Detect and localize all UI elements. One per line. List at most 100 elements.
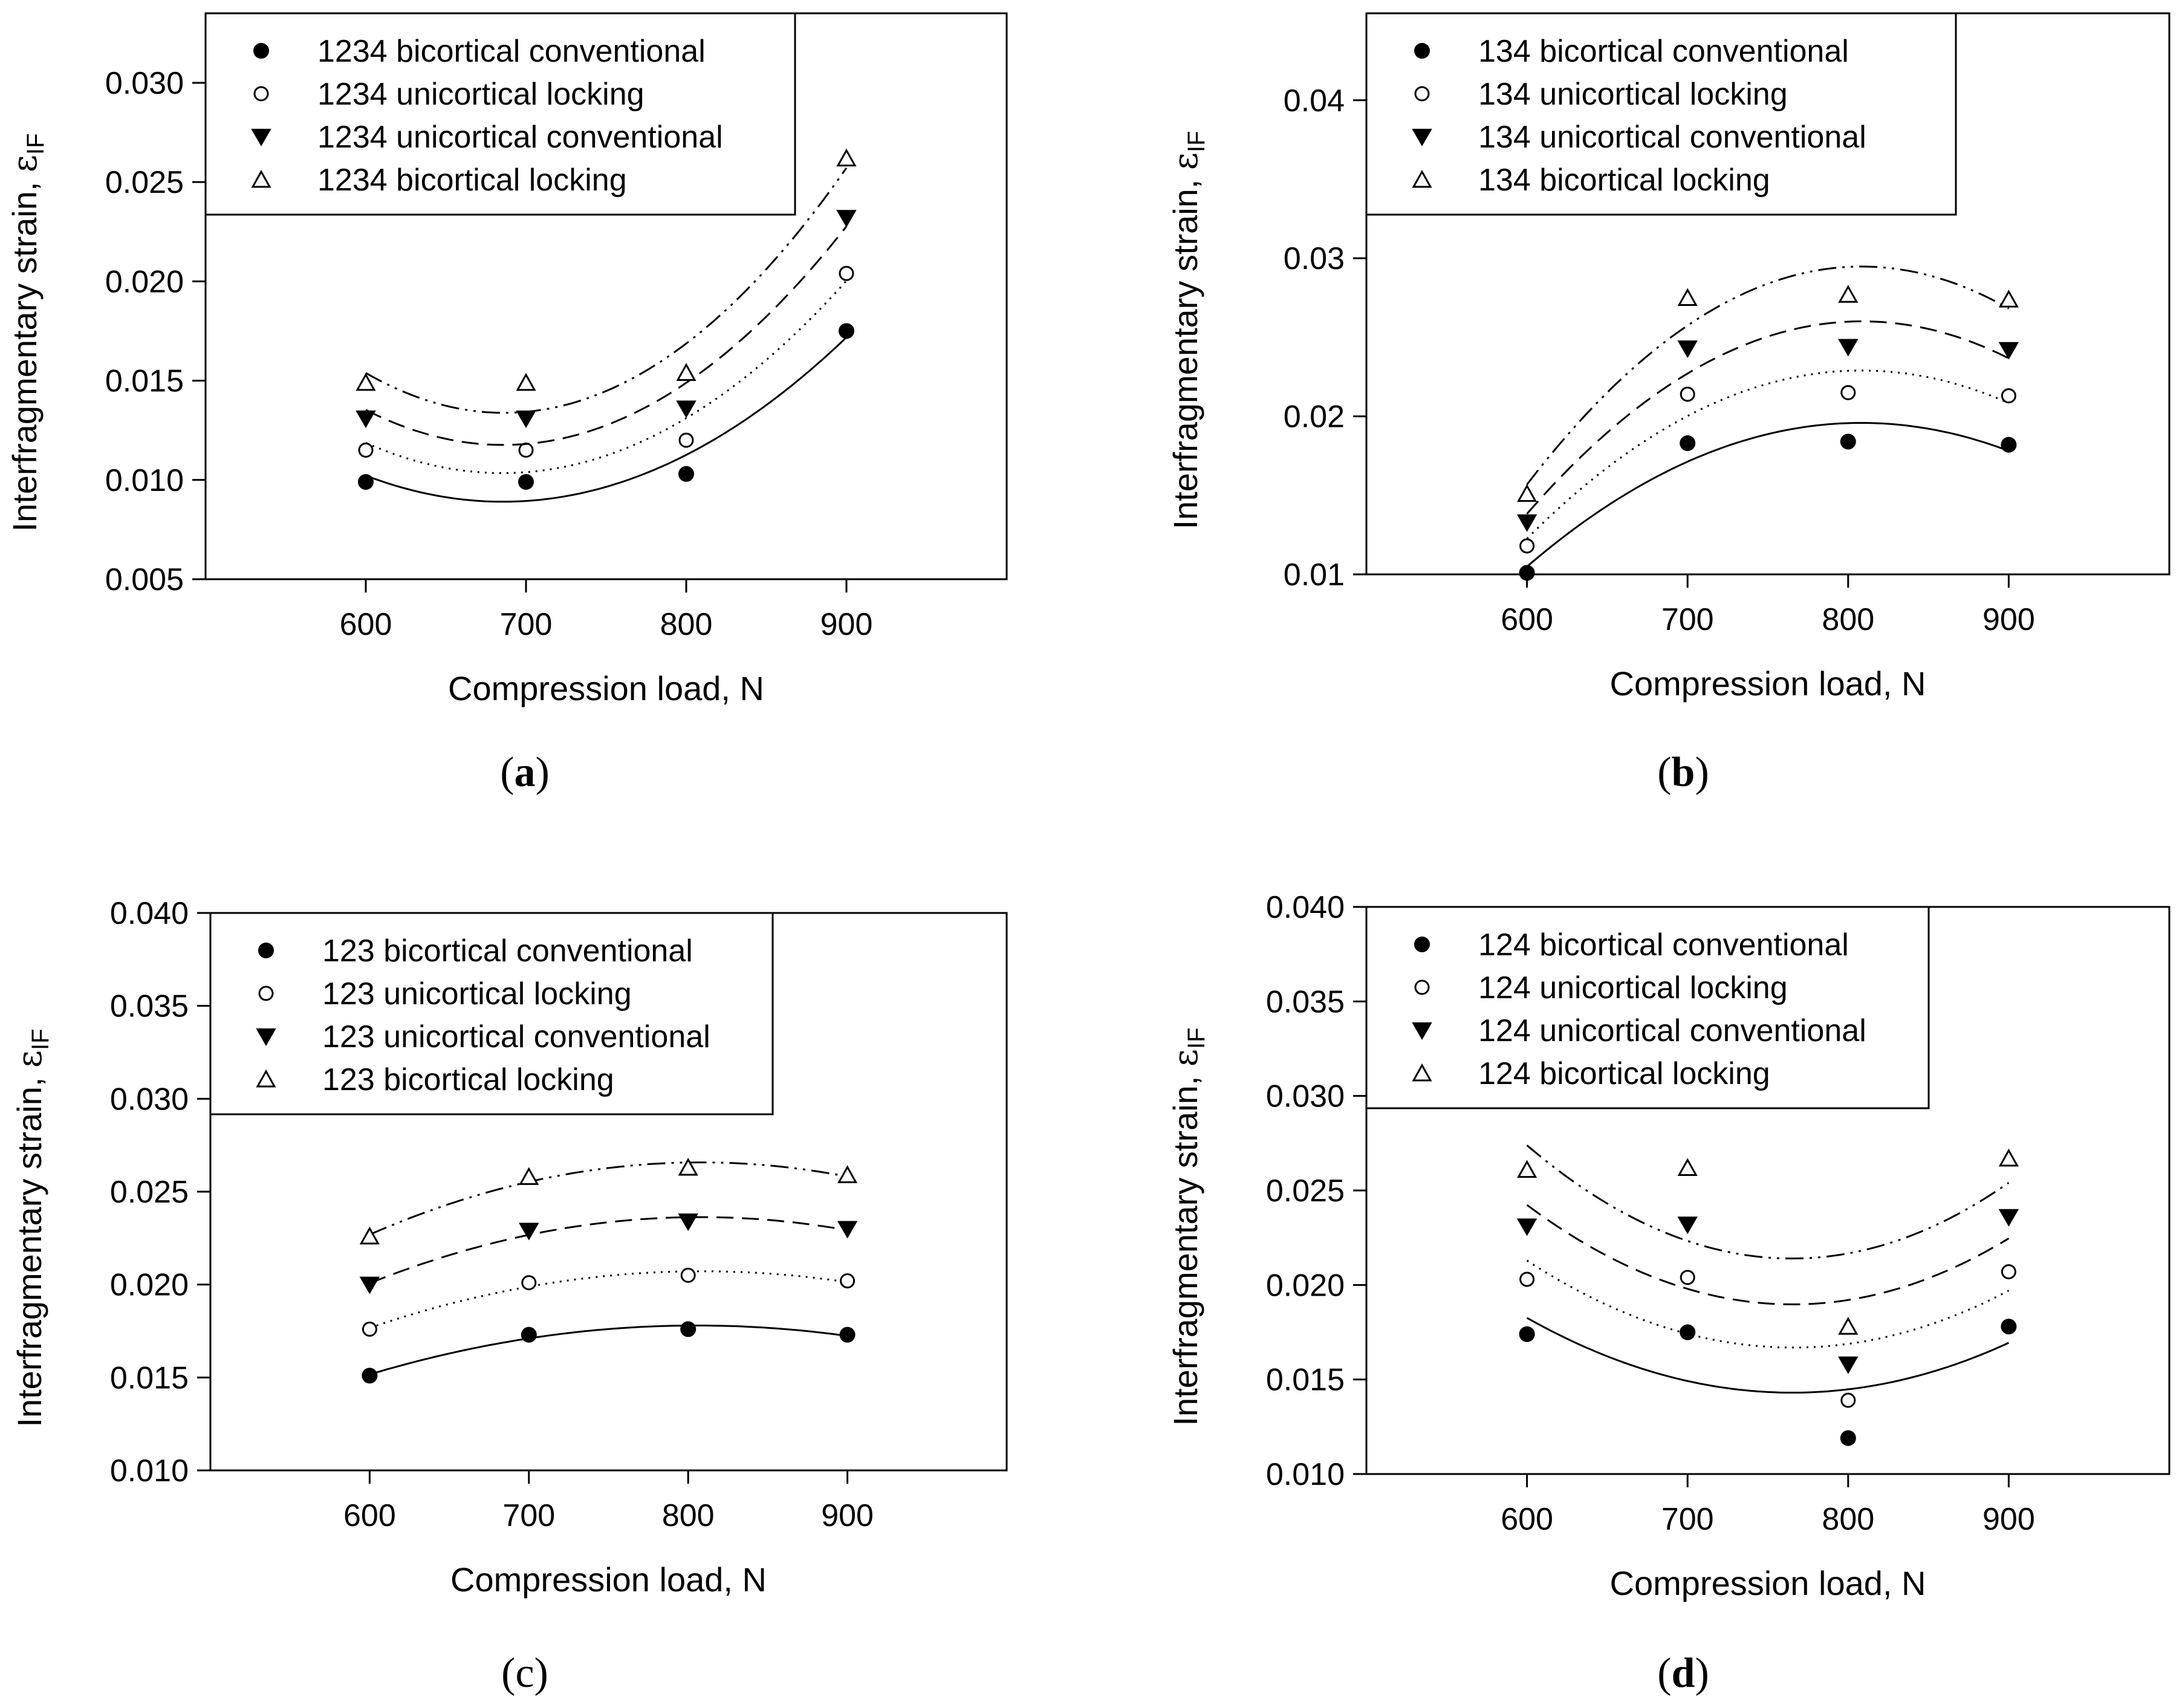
data-point-series-1: [362, 1368, 378, 1384]
legend-label: 134 unicortical conventional: [1478, 120, 1866, 155]
data-point-series-3: [1677, 340, 1698, 359]
legend-label: 1234 bicortical locking: [317, 163, 627, 198]
y-tick-label: 0.005: [105, 562, 184, 597]
data-point-series-1: [1519, 565, 1535, 581]
y-tick-label: 0.020: [110, 1268, 189, 1303]
x-tick-label: 800: [1822, 602, 1874, 637]
panel-label: (c): [501, 1650, 548, 1697]
panel-a: 0.005 0.010 0.015 0.020 0.025 0.030 600 700 800 9…: [5, 12, 1008, 796]
x-tick-label: 600: [1501, 602, 1553, 637]
legend: 123 bicortical conventional 123 unicortic…: [209, 912, 774, 1115]
data-point-series-2: [1680, 1270, 1695, 1285]
data-point-series-4: [836, 148, 857, 167]
data-point-series-3: [356, 410, 376, 428]
y-tick-label: 0.020: [1266, 1268, 1345, 1303]
legend-marker: [253, 43, 269, 59]
data-point-series-3: [836, 210, 857, 228]
legend-label: 134 bicortical conventional: [1478, 34, 1849, 69]
x-tick-label: 900: [1982, 602, 2035, 637]
legend-marker: [1412, 1063, 1432, 1082]
data-point-series-2: [678, 432, 694, 448]
legend-box: [204, 12, 796, 216]
y-tick-label: 0.01: [1284, 557, 1345, 593]
x-tick-label: 700: [500, 607, 553, 642]
legend: 1234 bicortical conventional 1234 unicort…: [204, 12, 796, 216]
data-point-series-3: [519, 1223, 539, 1241]
data-point-series-3: [1516, 1218, 1537, 1236]
legend-marker: [253, 86, 269, 102]
data-point-series-2: [840, 1273, 856, 1289]
panel-b: 0.01 0.02 0.03 0.04 600 700 800 900 Compression …: [1166, 12, 2171, 796]
data-point-series-1: [1519, 1326, 1535, 1342]
x-axis-title: Compression load, N: [448, 669, 764, 707]
trend-line-series-2: [1526, 369, 2009, 539]
trend-line-series-1: [365, 336, 848, 503]
legend-label: 134 bicortical locking: [1478, 163, 1770, 198]
panel-c: 0.010 0.015 0.020 0.025 0.030 0.035 0.040 600 70…: [10, 896, 1008, 1697]
y-tick-label: 0.035: [110, 989, 189, 1024]
y-tick-label: 0.030: [110, 1082, 189, 1117]
y-tick-label: 0.025: [1266, 1174, 1345, 1209]
data-point-series-2: [1840, 385, 1856, 400]
data-point-series-1: [521, 1326, 537, 1343]
x-tick-label: 600: [1501, 1502, 1553, 1537]
data-point-series-2: [1680, 386, 1695, 402]
trend-line-series-4: [1526, 1145, 2010, 1260]
data-point-series-3: [1838, 1356, 1859, 1374]
y-tick-label: 0.035: [1266, 984, 1345, 1019]
x-tick-label: 900: [1982, 1502, 2035, 1537]
data-point-series-2: [1519, 1271, 1535, 1287]
panel-label: (b): [1657, 749, 1709, 796]
legend-box: [1365, 12, 1957, 216]
data-point-series-3: [359, 1276, 380, 1294]
legend-marker: [1412, 169, 1432, 188]
trend-line-series-3: [369, 1216, 848, 1284]
y-tick-label: 0.040: [110, 896, 189, 931]
data-point-series-3: [837, 1221, 858, 1239]
x-tick-label: 800: [660, 607, 713, 642]
data-point-series-1: [1840, 433, 1856, 450]
y-tick-label: 0.02: [1284, 400, 1345, 435]
data-point-series-2: [521, 1275, 537, 1291]
legend-marker: [1412, 129, 1432, 147]
y-tick-label: 0.010: [105, 463, 184, 498]
data-point-series-4: [519, 1167, 539, 1185]
trend-line-series-3: [365, 226, 848, 446]
data-point-series-2: [518, 443, 534, 458]
y-axis-title: Interfragmentary strain, εIF: [1166, 131, 1210, 529]
panel-d: 0.010 0.015 0.020 0.025 0.030 0.035 0.040 600 70…: [1166, 890, 2171, 1697]
data-point-series-4: [1517, 484, 1537, 502]
x-tick-label: 800: [1822, 1502, 1874, 1537]
legend-marker: [1414, 86, 1430, 102]
x-axis-title: Compression load, N: [1610, 1564, 1926, 1602]
y-axis-title: Interfragmentary strain, εIF: [5, 133, 49, 531]
x-axis-title: Compression load, N: [450, 1560, 767, 1599]
legend-label: 124 unicortical conventional: [1478, 1013, 1866, 1048]
x-tick-label: 600: [340, 607, 392, 642]
data-point-series-4: [1838, 1317, 1859, 1335]
data-point-series-2: [680, 1267, 696, 1283]
data-point-series-4: [1677, 288, 1698, 307]
data-point-series-1: [1680, 435, 1696, 452]
y-tick-label: 0.025: [105, 165, 184, 200]
legend-box: [1365, 906, 1930, 1109]
y-axis-title: Interfragmentary strain, εIF: [10, 1028, 54, 1427]
legend-marker: [251, 169, 271, 188]
data-point-series-1: [2001, 1319, 2017, 1335]
data-point-series-3: [1838, 339, 1859, 357]
legend: 124 bicortical conventional 124 unicortic…: [1365, 906, 1930, 1109]
data-point-series-3: [1998, 1209, 2019, 1227]
legend-label: 1234 unicortical conventional: [317, 120, 723, 155]
data-point-series-2: [1840, 1392, 1856, 1408]
legend-marker: [256, 1028, 276, 1047]
legend-marker: [258, 943, 274, 958]
panel-label: (a): [500, 749, 550, 796]
legend-marker: [258, 986, 274, 1001]
data-point-series-4: [678, 1157, 698, 1176]
legend-label: 124 unicortical locking: [1478, 970, 1788, 1005]
data-point-series-1: [678, 466, 694, 482]
legend-marker: [1414, 43, 1430, 59]
y-tick-label: 0.03: [1284, 241, 1345, 276]
trend-line-series-4: [369, 1161, 848, 1236]
